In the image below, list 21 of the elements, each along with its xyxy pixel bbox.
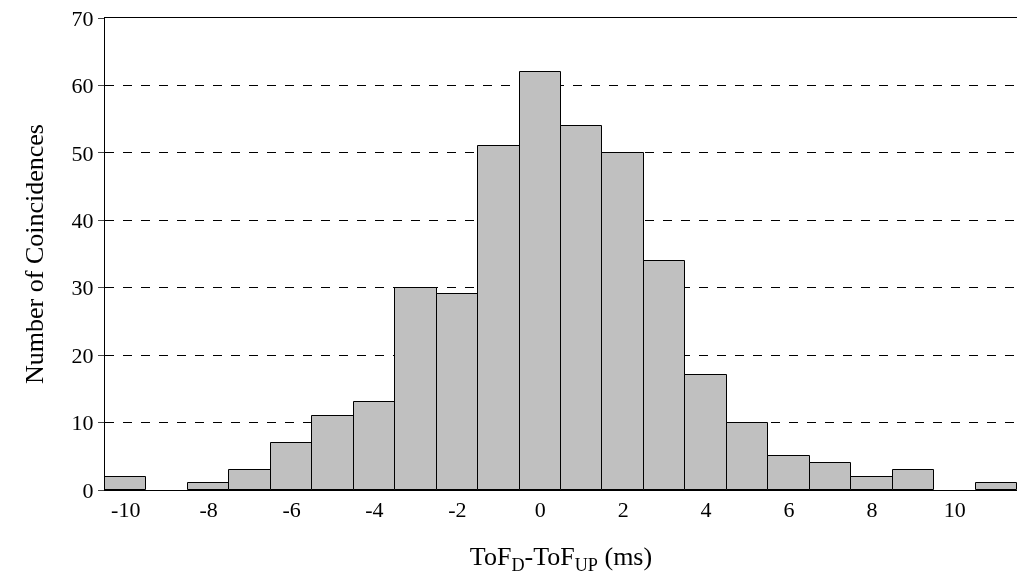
y-tick-label: 40 bbox=[71, 207, 94, 233]
x-tick-label: -4 bbox=[365, 497, 384, 523]
y-tick-label: 50 bbox=[71, 140, 94, 166]
y-tick-label: 20 bbox=[71, 342, 94, 368]
x-tick-label: 6 bbox=[783, 497, 795, 523]
y-tick-label: 10 bbox=[71, 410, 94, 436]
y-tick-label: 0 bbox=[82, 477, 94, 503]
x-tick-label: -2 bbox=[448, 497, 467, 523]
x-tick-label: 4 bbox=[700, 497, 712, 523]
x-tick-label: 0 bbox=[534, 497, 546, 523]
y-axis-title: Number of Coincidences bbox=[20, 124, 49, 384]
y-tick-label: 30 bbox=[71, 275, 94, 301]
x-tick-label: -6 bbox=[282, 497, 301, 523]
y-tick-label: 70 bbox=[71, 5, 94, 31]
x-axis-title: ToF$_{D}$-ToF$_{UP}$ (ms) bbox=[469, 542, 653, 575]
x-tick-label: 10 bbox=[943, 497, 966, 523]
x-tick-label: -8 bbox=[199, 497, 218, 523]
x-tick-label: -10 bbox=[111, 497, 141, 523]
x-tick-label: 8 bbox=[866, 497, 878, 523]
y-tick-label: 60 bbox=[71, 73, 94, 99]
x-tick-label: 2 bbox=[617, 497, 629, 523]
